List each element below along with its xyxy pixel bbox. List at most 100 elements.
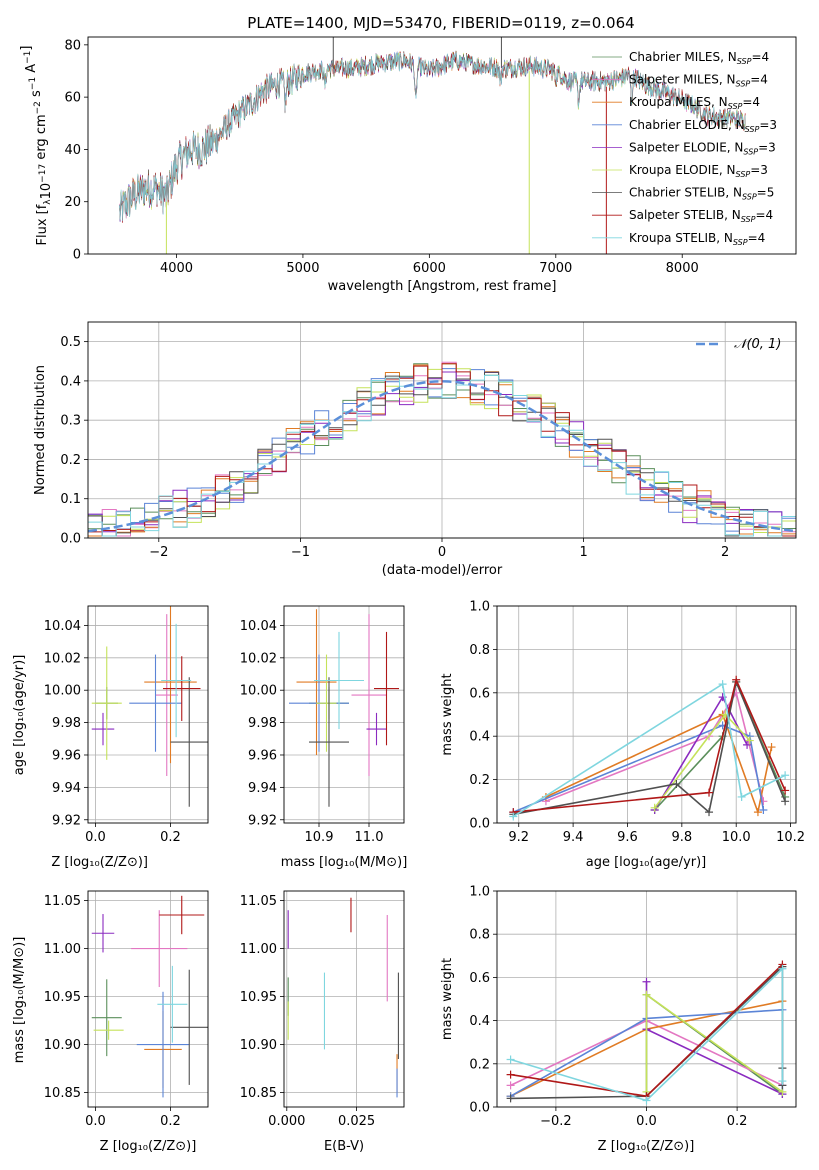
legend-nssp: =4 bbox=[748, 231, 766, 245]
x-axis-label: Z [log₁₀(Z/Z⊙)] bbox=[598, 1139, 695, 1154]
legend-sub: SSP bbox=[737, 57, 752, 66]
x-tick-label: 0 bbox=[438, 545, 446, 560]
x-tick-label: 10.2 bbox=[776, 830, 805, 845]
legend-entry: Salpeter ELODIE, NSSP=3 bbox=[629, 140, 776, 156]
weight-marker bbox=[506, 1094, 515, 1103]
x-tick-label: 9.4 bbox=[563, 830, 584, 845]
x-tick-label: 10.9 bbox=[305, 830, 334, 845]
y-tick-label: 1.0 bbox=[469, 600, 490, 615]
label-part: ] bbox=[19, 46, 34, 51]
weight-line-kroupa-stelib bbox=[510, 966, 784, 1102]
legend-sub: SSP bbox=[743, 147, 758, 156]
weight-marker bbox=[650, 803, 659, 812]
y-tick-label: 10.04 bbox=[240, 619, 277, 634]
y-tick-label: 9.94 bbox=[248, 781, 277, 796]
y-tick-label: 10.02 bbox=[240, 651, 277, 666]
x-tick-label: 4000 bbox=[160, 261, 193, 276]
x-axis-label: E(B-V) bbox=[324, 1139, 364, 1154]
weight-marker bbox=[506, 1055, 515, 1064]
weight-marker bbox=[737, 792, 746, 801]
y-tick-label: 0.4 bbox=[469, 1014, 490, 1029]
legend-entry: Kroupa ELODIE, NSSP=3 bbox=[629, 163, 768, 179]
y-tick-label: 0.1 bbox=[60, 492, 81, 507]
x-axis-label: (data-model)/error bbox=[382, 563, 503, 578]
x-axis-label: wavelength [Angstrom, rest frame] bbox=[328, 279, 557, 294]
weight-marker bbox=[781, 786, 790, 795]
legend-sub: SSP bbox=[728, 102, 743, 111]
y-tick-label: 0.0 bbox=[469, 1101, 490, 1116]
legend-nssp: =4 bbox=[755, 208, 773, 222]
legend-entry: Kroupa STELIB, NSSP=4 bbox=[629, 231, 765, 247]
weight-line-salpeter-stelib bbox=[513, 677, 786, 813]
y-tick-label: 40 bbox=[64, 143, 81, 158]
gaussian-curve bbox=[88, 380, 796, 533]
legend-entry: Kroupa MILES, NSSP=4 bbox=[629, 95, 760, 111]
y-tick-label: 0.0 bbox=[469, 817, 490, 832]
weight-marker bbox=[743, 740, 752, 749]
panel-mass_vs_ebv: 0.000 0.025 10.85 10.90 10.95 11.00 11.05 E(B-V… bbox=[240, 890, 405, 1154]
weight-marker bbox=[778, 1077, 787, 1086]
legend-nssp: =3 bbox=[750, 163, 768, 177]
panel-spectrum: 4000 5000 6000 7000 8000 0 20 40 60 80 wavelength … bbox=[19, 36, 797, 294]
x-tick-label: 0.000 bbox=[268, 1114, 305, 1129]
y-tick-label: 10.04 bbox=[44, 619, 81, 634]
legend-entry: Salpeter MILES, NSSP=4 bbox=[629, 73, 768, 89]
x-axis-label: mass [log₁₀(M/M⊙)] bbox=[281, 855, 408, 870]
y-tick-label: 9.96 bbox=[52, 748, 81, 763]
y-axis-label: mass weight bbox=[440, 673, 455, 755]
y-tick-label: 10.85 bbox=[44, 1086, 81, 1101]
x-tick-label: 1 bbox=[579, 545, 587, 560]
legend-sub: SSP bbox=[745, 125, 760, 134]
weight-marker bbox=[705, 788, 714, 797]
y-tick-label: 11.05 bbox=[44, 894, 81, 909]
weight-marker bbox=[778, 964, 787, 973]
plot-area bbox=[88, 361, 796, 537]
y-axis-label: Normed distribution bbox=[33, 365, 48, 495]
y-tick-label: 0.2 bbox=[60, 453, 81, 468]
weight-marker bbox=[732, 675, 741, 684]
y-tick-label: 10.85 bbox=[240, 1086, 277, 1101]
label-part: −1 bbox=[28, 77, 38, 90]
plot-area bbox=[91, 606, 208, 807]
axes-frame bbox=[283, 605, 405, 824]
label-part: −17 bbox=[38, 164, 48, 183]
legend-name: Chabrier MILES, N bbox=[629, 50, 737, 64]
legend-name: Kroupa STELIB, N bbox=[629, 231, 733, 245]
plot-area bbox=[289, 609, 399, 807]
x-tick-label: 5000 bbox=[286, 261, 319, 276]
panel-weight_vs_age: 9.2 9.4 9.6 9.8 10.0 10.2 0.0 0.2 0.4 0.6 0.8 1.0 ma… bbox=[440, 600, 805, 871]
x-tick-label: 0.025 bbox=[338, 1114, 375, 1129]
panel-residuals: −2 −1 0 1 2 0.0 0.1 0.2 0.3 0.4 0.5 (data-model)/er… bbox=[33, 321, 797, 578]
weight-marker bbox=[781, 771, 790, 780]
axes-frame bbox=[87, 321, 797, 539]
x-tick-label: 10.0 bbox=[722, 830, 751, 845]
y-tick-label: 11.00 bbox=[44, 942, 81, 957]
x-tick-label: 9.8 bbox=[671, 830, 692, 845]
x-tick-label: 7000 bbox=[539, 261, 572, 276]
x-tick-label: 2 bbox=[721, 545, 729, 560]
label-part: 10 bbox=[39, 183, 54, 200]
y-tick-label: 10.90 bbox=[240, 1038, 277, 1053]
y-axis-label: mass weight bbox=[440, 958, 455, 1040]
axes-frame bbox=[283, 890, 405, 1108]
legend-nssp: =4 bbox=[742, 95, 760, 109]
figure-title: PLATE=1400, MJD=53470, FIBERID=0119, z=0… bbox=[247, 14, 634, 32]
legend-sub: SSP bbox=[733, 238, 748, 247]
y-tick-label: 0.2 bbox=[469, 773, 490, 788]
x-tick-label: 0.2 bbox=[160, 1114, 181, 1129]
panel-age_vs_mass: 10.9 11.0 9.92 9.94 9.96 9.98 10.00 10.02 10.04 m… bbox=[240, 605, 408, 870]
weight-marker bbox=[745, 736, 754, 745]
y-tick-label: 9.98 bbox=[52, 716, 81, 731]
x-tick-label: −0.2 bbox=[540, 1114, 572, 1129]
y-tick-label: 0.0 bbox=[60, 532, 81, 547]
x-tick-label: 11.0 bbox=[355, 830, 384, 845]
panel-weight_vs_Z: −0.2 0.0 0.2 0.0 0.2 0.4 0.6 0.8 1.0 mass weight Z… bbox=[440, 885, 797, 1154]
legend-sub: SSP bbox=[742, 193, 757, 202]
y-tick-label: 11.05 bbox=[240, 894, 277, 909]
y-tick-label: 10.95 bbox=[44, 990, 81, 1005]
x-tick-label: 8000 bbox=[666, 261, 699, 276]
spectrum-line-kroupa-stelib bbox=[119, 51, 746, 222]
legend-nssp: =3 bbox=[759, 118, 777, 132]
histogram-kroupa-stelib bbox=[88, 374, 796, 537]
